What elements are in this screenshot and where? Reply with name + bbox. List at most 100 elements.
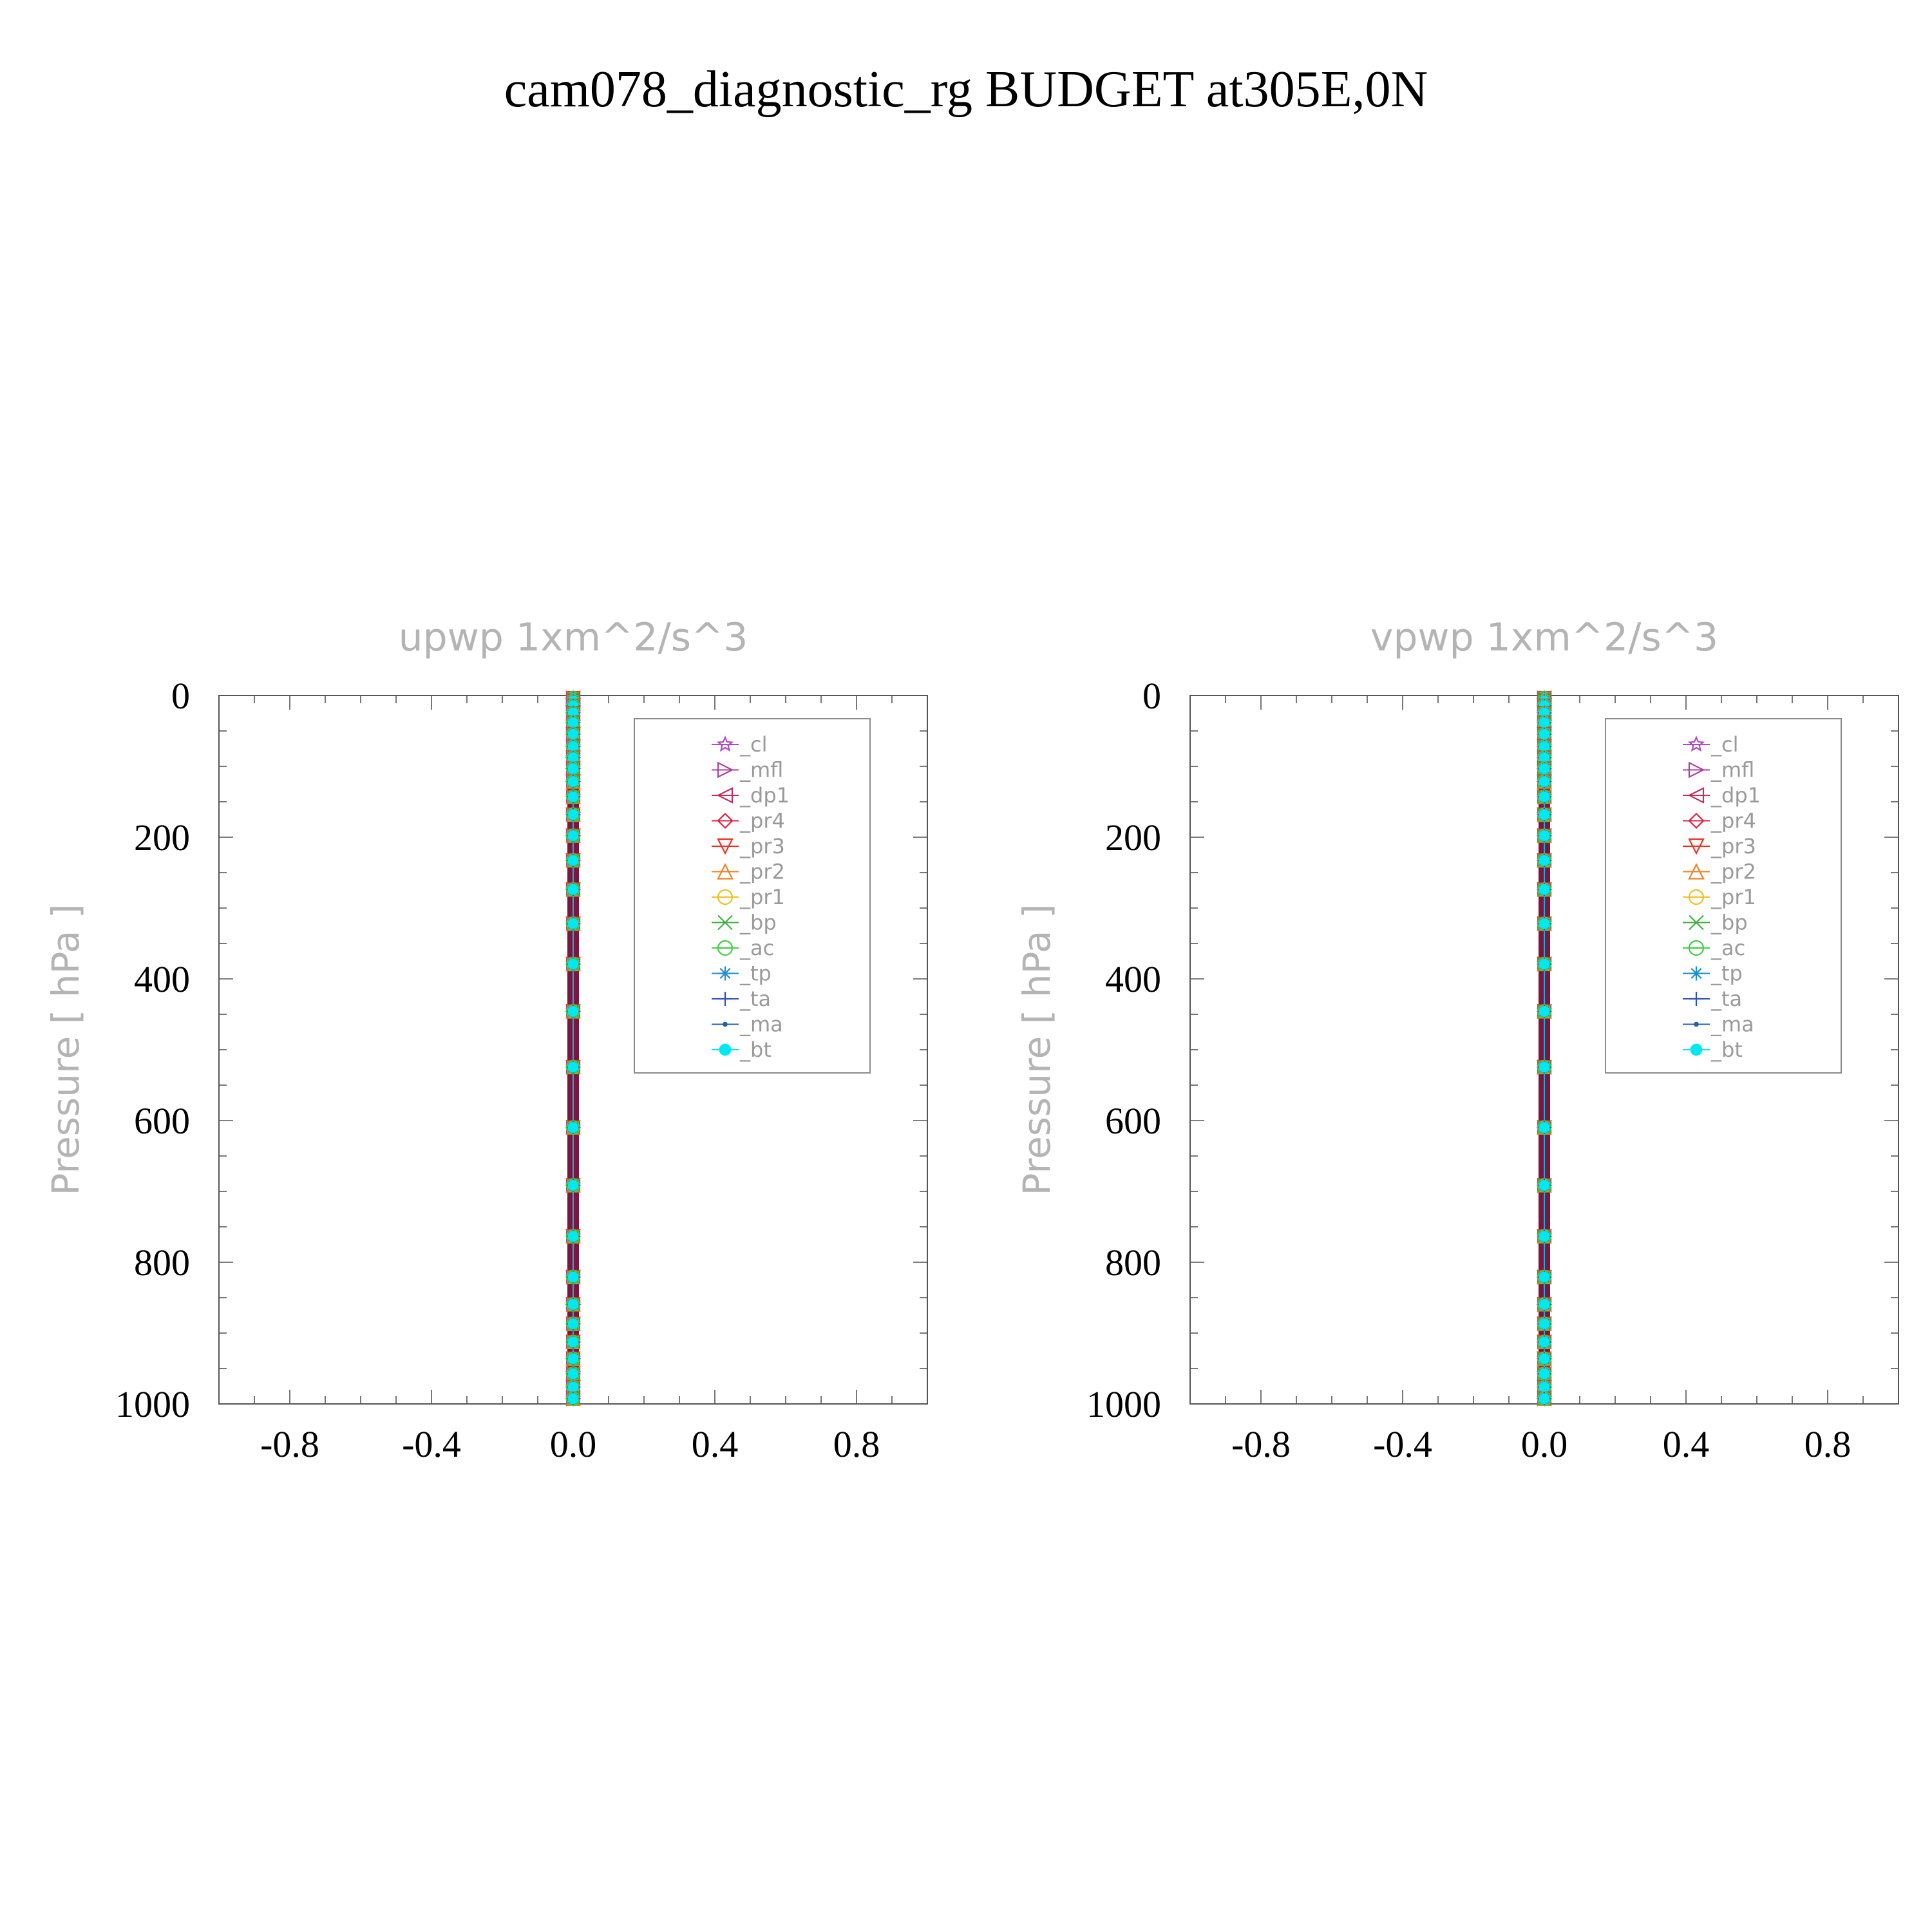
data-point-bt	[567, 958, 579, 970]
legend-label-bt: _bt	[739, 1037, 772, 1062]
data-point-bt	[1539, 1122, 1550, 1133]
series-group	[1536, 690, 1553, 1407]
legend-label-ac: _ac	[1710, 936, 1745, 960]
data-point-bt	[567, 1122, 579, 1133]
legend-item-pr3: _pr3	[712, 834, 785, 858]
legend-marker-ma	[1694, 1021, 1699, 1027]
legend-marker-ma	[723, 1021, 728, 1027]
legend-label-pr4: _pr4	[739, 809, 785, 833]
data-point-bt	[1539, 776, 1550, 788]
y-tick-label: 800	[1105, 1242, 1161, 1283]
data-point-bt	[1539, 1231, 1550, 1242]
data-point-bt	[1539, 717, 1550, 728]
legend-marker-ac	[717, 940, 734, 956]
legend-label-pr3: _pr3	[1710, 834, 1756, 858]
legend-marker-pr2	[717, 863, 734, 880]
legend-box	[634, 718, 871, 1074]
data-point-bt	[1539, 791, 1550, 802]
data-point-bt	[567, 1318, 579, 1330]
data-point-bt	[1539, 1336, 1550, 1348]
legend-item-pr1: _pr1	[1683, 885, 1756, 909]
legend-marker-dp1	[716, 787, 734, 804]
data-point-bt	[1539, 1298, 1550, 1310]
legend-label-pr3: _pr3	[739, 834, 785, 858]
legend-label-mfl: _mfl	[1710, 758, 1754, 782]
y-tick-label: 400	[134, 958, 190, 1000]
legend-item-ac: _ac	[1683, 936, 1745, 960]
x-tick-label: 0.0	[550, 1423, 597, 1465]
data-point-bt	[1539, 830, 1550, 842]
y-tick-label: 0	[171, 675, 190, 717]
x-tick-label: 0.8	[833, 1423, 880, 1465]
legend-label-ma: _ma	[739, 1012, 783, 1037]
y-tick-label: 1000	[115, 1383, 190, 1425]
data-point-bt	[567, 1353, 579, 1365]
legend-item-ac: _ac	[712, 936, 774, 960]
data-point-bt	[1539, 1393, 1550, 1405]
legend-marker-cl	[716, 735, 734, 752]
data-point-bt	[567, 1061, 579, 1073]
data-point-bt	[567, 1271, 579, 1283]
y-tick-label: 600	[134, 1100, 190, 1142]
data-point-bt	[567, 1298, 579, 1310]
legend-item-bt: _bt	[1683, 1037, 1743, 1062]
legend-item-ma: _ma	[712, 1012, 783, 1037]
legend-marker-mfl	[1688, 761, 1705, 779]
data-point-bt	[1539, 1005, 1550, 1017]
data-point-bt	[567, 830, 579, 842]
panel-title: upwp 1xm^2/s^3	[399, 615, 748, 660]
legend-box	[1605, 718, 1842, 1074]
legend-label-ta: _ta	[739, 987, 771, 1011]
y-tick-label: 600	[1105, 1100, 1161, 1142]
data-point-bt	[567, 741, 579, 752]
data-point-bt	[567, 717, 579, 728]
legend-marker-pr1	[717, 889, 734, 905]
legend-label-bt: _bt	[1710, 1037, 1743, 1062]
data-point-bt	[567, 1393, 579, 1405]
legend-item-tp: _tp	[1683, 961, 1743, 986]
data-point-bt	[1539, 958, 1550, 970]
data-point-bt	[567, 728, 579, 740]
legend-label-pr2: _pr2	[1710, 860, 1756, 884]
data-point-bt	[567, 1336, 579, 1348]
data-point-bt	[567, 776, 579, 788]
x-tick-label: -0.8	[1231, 1423, 1291, 1465]
x-tick-label: 0.4	[1663, 1423, 1710, 1465]
legend-label-pr4: _pr4	[1710, 809, 1756, 833]
x-tick-label: 0.4	[692, 1423, 739, 1465]
legend-marker-bp	[717, 914, 733, 931]
legend-label-pr1: _pr1	[739, 885, 785, 909]
legend-item-pr3: _pr3	[1683, 834, 1756, 858]
chart-panel-1: upwp 1xm^2/s^3 -0.8 -0.4 0.0 0.4 0.8 0 200 400 60…	[44, 615, 928, 1465]
legend-marker-tp	[718, 966, 732, 981]
legend-label-pr2: _pr2	[739, 860, 785, 884]
legend-item-bt: _bt	[712, 1037, 772, 1062]
data-point-bt	[1539, 741, 1550, 752]
legend-item-pr2: _pr2	[712, 860, 785, 884]
x-tick-label: -0.8	[260, 1423, 319, 1465]
x-tick-label: -0.4	[402, 1423, 461, 1465]
legend-item-cl: _cl	[1683, 732, 1738, 757]
legend-item-mfl: _mfl	[1683, 758, 1754, 782]
legend-marker-tp	[1689, 966, 1703, 981]
data-point-bt	[567, 1005, 579, 1017]
data-point-bt	[1539, 1318, 1550, 1330]
data-point-bt	[567, 809, 579, 820]
y-tick-label: 800	[134, 1242, 190, 1283]
legend-label-dp1: _dp1	[739, 783, 790, 808]
legend-label-ma: _ma	[1710, 1012, 1754, 1037]
legend-item-tp: _tp	[712, 961, 772, 986]
data-point-bt	[1539, 1061, 1550, 1073]
y-tick-label: 0	[1142, 675, 1161, 717]
x-tick-label: 0.0	[1521, 1423, 1568, 1465]
data-point-bt	[1539, 752, 1550, 764]
legend-label-dp1: _dp1	[1710, 783, 1761, 808]
legend-item-pr4: _pr4	[1683, 809, 1756, 833]
data-point-bt	[567, 1368, 579, 1379]
legend-label-tp: _tp	[739, 961, 772, 986]
data-point-bt	[1539, 884, 1550, 895]
data-point-bt	[1539, 1271, 1550, 1283]
panel-title: vpwp 1xm^2/s^3	[1370, 615, 1718, 660]
legend-marker-bt	[719, 1043, 732, 1056]
